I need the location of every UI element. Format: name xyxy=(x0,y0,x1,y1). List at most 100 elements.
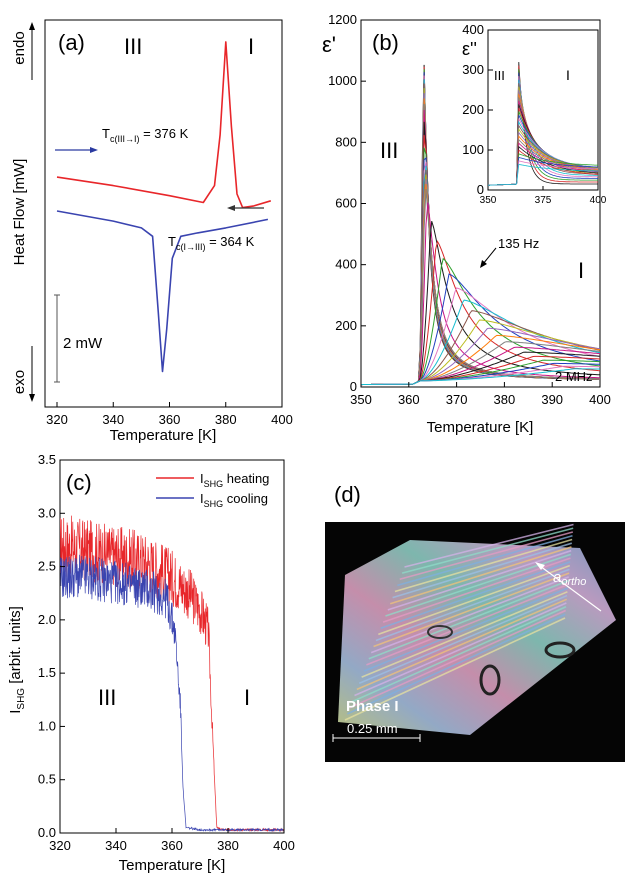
crystal-stripe xyxy=(392,542,573,599)
panel-b-ytick-label: 1200 xyxy=(328,12,357,27)
panel-c-phase-left: III xyxy=(98,685,116,710)
crystal-inclusion xyxy=(479,664,501,696)
phase-label: Phase I xyxy=(346,698,399,715)
crystal-stripe xyxy=(354,602,567,697)
crystal-stripe xyxy=(358,594,568,685)
crystal-stripe xyxy=(370,576,570,654)
crystal-stripe xyxy=(363,587,569,672)
panel-b-ylabel: ε' xyxy=(322,32,336,57)
permittivity-curve xyxy=(361,368,600,386)
panel-b-ytick-label: 200 xyxy=(335,318,357,333)
panel-a-phase-right: I xyxy=(248,34,254,59)
panel-b-xtick-label: 390 xyxy=(541,392,563,407)
inset-xtick-label: 400 xyxy=(590,195,607,206)
crystal-stripe xyxy=(378,564,571,636)
ortho-axis-arrow-line xyxy=(539,565,602,612)
inset-phase-right: I xyxy=(566,67,570,83)
panel-c-ytick-label: 1.0 xyxy=(38,718,56,733)
panel-c-phase-right: I xyxy=(244,685,250,710)
panel-b-xtick-label: 380 xyxy=(494,392,516,407)
crystal-inclusion xyxy=(427,625,453,639)
panel-a-xtick-label: 320 xyxy=(46,412,68,427)
panel-b-xtick-label: 350 xyxy=(350,392,372,407)
permittivity-curve xyxy=(361,174,600,386)
crystal-stripe xyxy=(344,617,566,721)
tc-heating-label: Tc(III→I) = 376 K xyxy=(102,126,189,144)
dsc-curve-heating xyxy=(56,41,272,209)
ortho-axis-arrow-icon xyxy=(535,562,545,570)
crystal-stripe xyxy=(351,606,567,703)
crystal-stripe xyxy=(373,572,570,648)
crystal-stripe xyxy=(404,523,574,568)
panel-a-endo: endo xyxy=(11,31,28,64)
panel-a-label: (a) xyxy=(58,30,85,55)
panel-c-xtick-label: 360 xyxy=(161,838,183,853)
crystal-stripe xyxy=(382,557,571,623)
panel-c-ytick-label: 3.0 xyxy=(38,505,56,520)
panel-b-xlabel: Temperature [K] xyxy=(427,419,534,436)
loss-curve xyxy=(488,163,598,186)
dsc-curve-cooling xyxy=(56,210,269,373)
shg-curve-heating xyxy=(60,515,284,833)
panel-a-xtick-label: 360 xyxy=(159,412,181,427)
crystal-stripe xyxy=(366,583,569,666)
inset-ytick-label: 400 xyxy=(462,22,484,37)
legend-cooling-label: ISHG cooling xyxy=(200,491,268,509)
legend-heating-label: ISHG heating xyxy=(200,471,269,489)
panel-a-exo: exo xyxy=(11,370,28,394)
inset-ytick-label: 300 xyxy=(462,62,484,77)
scalebar-d-label: 0.25 mm xyxy=(347,721,398,736)
legend-c: ISHG heating ISHG cooling xyxy=(156,471,269,509)
inset-ytick-label: 100 xyxy=(462,142,484,157)
panel-c: 320 340 360 380 4000.00.51.01.52.02.53.03.5 … xyxy=(7,452,295,874)
panel-c-ytick-label: 1.5 xyxy=(38,665,56,680)
panel-a-xlabel: Temperature [K] xyxy=(110,427,217,444)
inset-ytick-label: 0 xyxy=(477,182,484,197)
panel-c-ytick-label: 2.5 xyxy=(38,559,56,574)
crystal-stripe xyxy=(347,613,566,715)
panel-b-xtick-label: 370 xyxy=(446,392,468,407)
permittivity-curve xyxy=(361,183,600,386)
panel-b-label: (b) xyxy=(372,30,399,55)
heating-arrow-icon xyxy=(90,147,98,153)
panel-a-xtick-label: 400 xyxy=(271,412,293,427)
permittivity-curve xyxy=(361,257,600,386)
crystal-stripe xyxy=(375,568,570,642)
panel-c-xlabel: Temperature [K] xyxy=(119,857,226,874)
panel-a: (a) III I 320 340 360 380 400 Heat Flow [mW]… xyxy=(11,19,293,444)
crystal-stripe xyxy=(394,538,573,593)
panel-b-phase-right: I xyxy=(578,258,584,283)
panel-b-ytick-label: 400 xyxy=(335,257,357,272)
crystal-stripe xyxy=(401,527,574,574)
crystal-stripe xyxy=(349,609,567,709)
shg-curve-cooling xyxy=(60,554,284,833)
cooling-arrow-icon xyxy=(227,205,235,211)
panel-c-ytick-label: 0.0 xyxy=(38,825,56,840)
panel-d: (d) aortho Phase I 0.25 mm xyxy=(325,482,625,762)
panel-a-xtick-label: 380 xyxy=(215,412,237,427)
ortho-axis-label: aortho xyxy=(553,569,586,588)
panel-b-xtick-label: 400 xyxy=(589,392,611,407)
panel-c-xtick-label: 400 xyxy=(273,838,295,853)
panel-a-phase-left: III xyxy=(124,34,142,59)
crystal-stripe xyxy=(368,579,569,660)
panel-a-xtick-label: 340 xyxy=(102,412,124,427)
panel-b-ytick-label: 800 xyxy=(335,134,357,149)
panel-a-ylabel: Heat Flow [mW] xyxy=(11,159,28,266)
annotation-135hz-arrow-icon xyxy=(480,260,487,268)
crystal-stripe xyxy=(380,561,571,629)
crystal-stripe xyxy=(387,549,572,611)
crystal-stripe xyxy=(361,591,568,678)
crystal-stripe xyxy=(399,531,574,581)
inset-xtick-label: 350 xyxy=(480,195,497,206)
panel-c-ytick-label: 3.5 xyxy=(38,452,56,467)
exo-arrow-icon xyxy=(29,394,35,402)
panel-c-ylabel: ISHG [arbit. units] xyxy=(7,606,27,714)
panel-c-ytick-label: 0.5 xyxy=(38,772,56,787)
inset-xtick-label: 375 xyxy=(535,195,552,206)
permittivity-curve xyxy=(361,189,600,386)
panel-d-label: (d) xyxy=(334,482,361,507)
panel-a-frame xyxy=(44,19,283,408)
crystal-image xyxy=(338,523,616,735)
